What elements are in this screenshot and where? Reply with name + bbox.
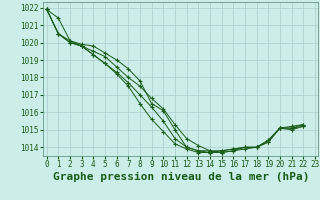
X-axis label: Graphe pression niveau de la mer (hPa): Graphe pression niveau de la mer (hPa) [52,172,309,182]
